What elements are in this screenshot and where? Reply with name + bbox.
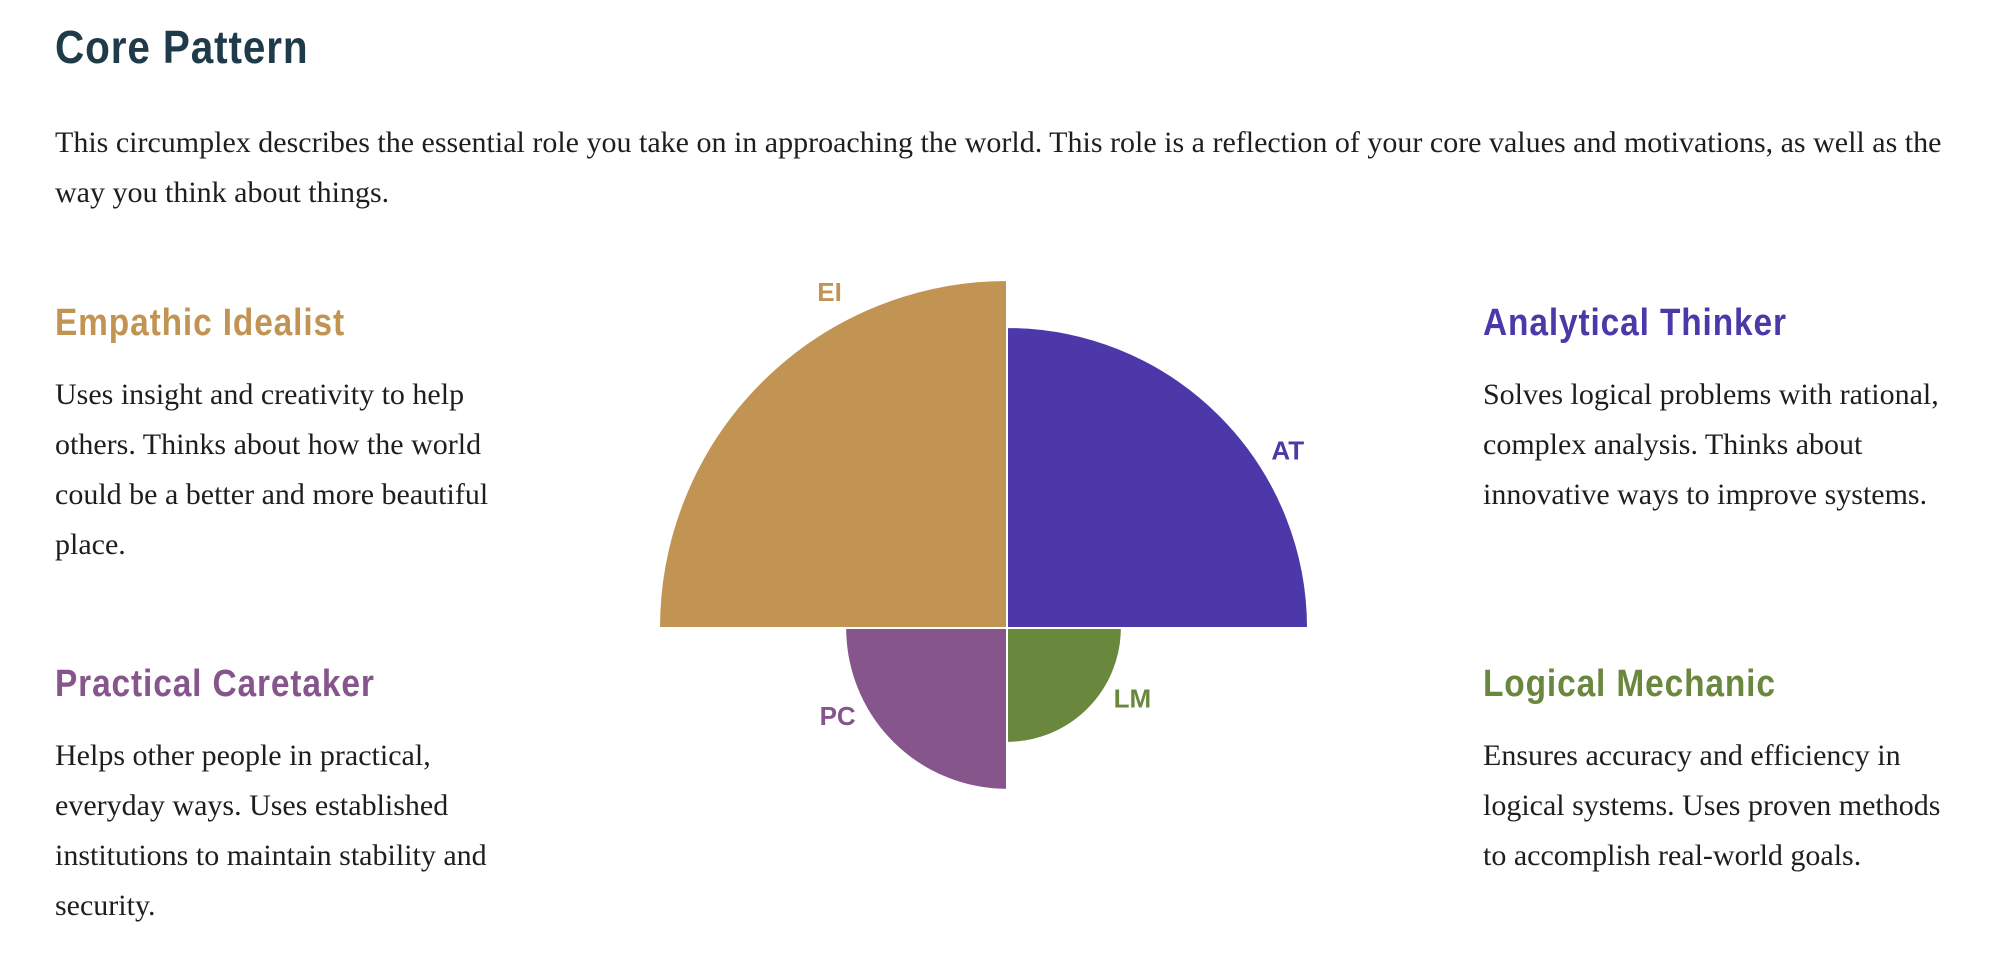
role-analytical-thinker: Analytical Thinker Solves logical proble… bbox=[1483, 298, 1963, 520]
segment-label-pc: PC bbox=[820, 701, 856, 731]
role-title: Practical Caretaker bbox=[55, 663, 375, 705]
role-logical-mechanic: Logical Mechanic Ensures accuracy and ef… bbox=[1483, 659, 1963, 881]
segment-pc bbox=[844, 627, 1008, 791]
page-title: Core Pattern bbox=[55, 21, 309, 73]
segment-label-at: AT bbox=[1271, 435, 1304, 465]
segment-label-ei: EI bbox=[817, 277, 842, 307]
role-title: Logical Mechanic bbox=[1483, 663, 1776, 705]
role-practical-caretaker: Practical Caretaker Helps other people i… bbox=[55, 659, 535, 931]
role-empathic-idealist: Empathic Idealist Uses insight and creat… bbox=[55, 298, 535, 570]
segment-ei bbox=[657, 278, 1008, 629]
segment-at bbox=[1006, 325, 1310, 629]
role-description: Ensures accuracy and efficiency in logic… bbox=[1483, 739, 1941, 872]
circumplex-chart: EI AT PC LM bbox=[657, 277, 1310, 791]
role-description: Uses insight and creativity to help othe… bbox=[55, 378, 489, 561]
role-title: Empathic Idealist bbox=[55, 302, 346, 344]
segment-lm bbox=[1006, 627, 1123, 744]
role-description: Helps other people in practical, everyda… bbox=[55, 739, 487, 922]
role-description: Solves logical problems with rational, c… bbox=[1483, 378, 1939, 511]
intro-paragraph: This circumplex describes the essential … bbox=[55, 126, 1942, 209]
segment-label-lm: LM bbox=[1114, 683, 1152, 713]
role-title: Analytical Thinker bbox=[1483, 302, 1787, 344]
